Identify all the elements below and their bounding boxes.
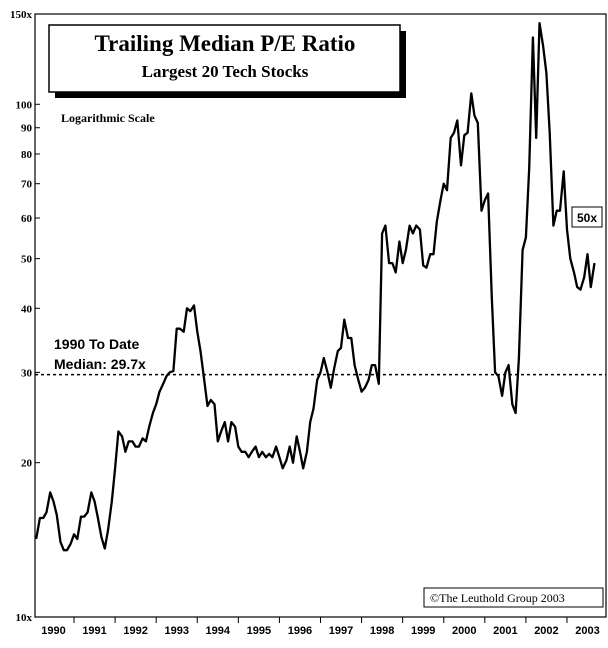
x-tick-label: 1994 (206, 625, 231, 637)
x-tick-label: 1992 (123, 625, 147, 637)
median-label-line1: 1990 To Date (54, 336, 140, 352)
series-line-pe-ratio (35, 21, 596, 552)
x-tick-label: 1997 (329, 625, 353, 637)
x-tick-label: 1993 (164, 625, 188, 637)
x-axis: 1990 1991 1992 1993 1994 1995 1996 1997 1998 1999… (41, 617, 600, 637)
plot-area (34, 13, 607, 618)
scale-note: Logarithmic Scale (61, 111, 155, 125)
y-tick-label: 60 (21, 213, 33, 225)
x-tick-label: 1996 (288, 625, 312, 637)
x-tick-label: 2001 (493, 625, 517, 637)
x-tick-label: 2003 (575, 625, 599, 637)
y-tick-label: 90 (21, 123, 33, 135)
x-tick-label: 2002 (534, 625, 558, 637)
y-tick-label: 50 (21, 254, 33, 266)
copyright-text: ©The Leuthold Group 2003 (430, 591, 565, 605)
chart-subtitle: Largest 20 Tech Stocks (142, 62, 309, 81)
x-tick-label: 1999 (411, 625, 435, 637)
y-tick-label: 10x (16, 612, 33, 624)
x-tick-label: 1991 (82, 625, 106, 637)
y-tick-label: 30 (21, 367, 33, 379)
y-tick-label: 150x (10, 9, 33, 21)
chart-title: Trailing Median P/E Ratio (95, 31, 356, 56)
x-tick-label: 1995 (247, 625, 271, 637)
y-tick-label: 20 (21, 458, 33, 470)
x-tick-label: 1990 (41, 625, 65, 637)
y-tick-label: 100 (16, 99, 33, 111)
current-value-label: 50x (577, 211, 597, 225)
y-tick-label: 40 (21, 303, 33, 315)
copyright-box (423, 587, 604, 608)
title-box (48, 24, 401, 93)
y-tick-label: 70 (21, 179, 33, 191)
current-value-box (571, 206, 603, 228)
x-tick-label: 2000 (452, 625, 476, 637)
y-axis: 150x 100 90 80 70 60 50 40 30 20 10x (10, 9, 40, 624)
median-label-line2: Median: 29.7x (54, 356, 146, 372)
y-tick-label: 80 (21, 149, 33, 161)
x-tick-label: 1998 (370, 625, 394, 637)
